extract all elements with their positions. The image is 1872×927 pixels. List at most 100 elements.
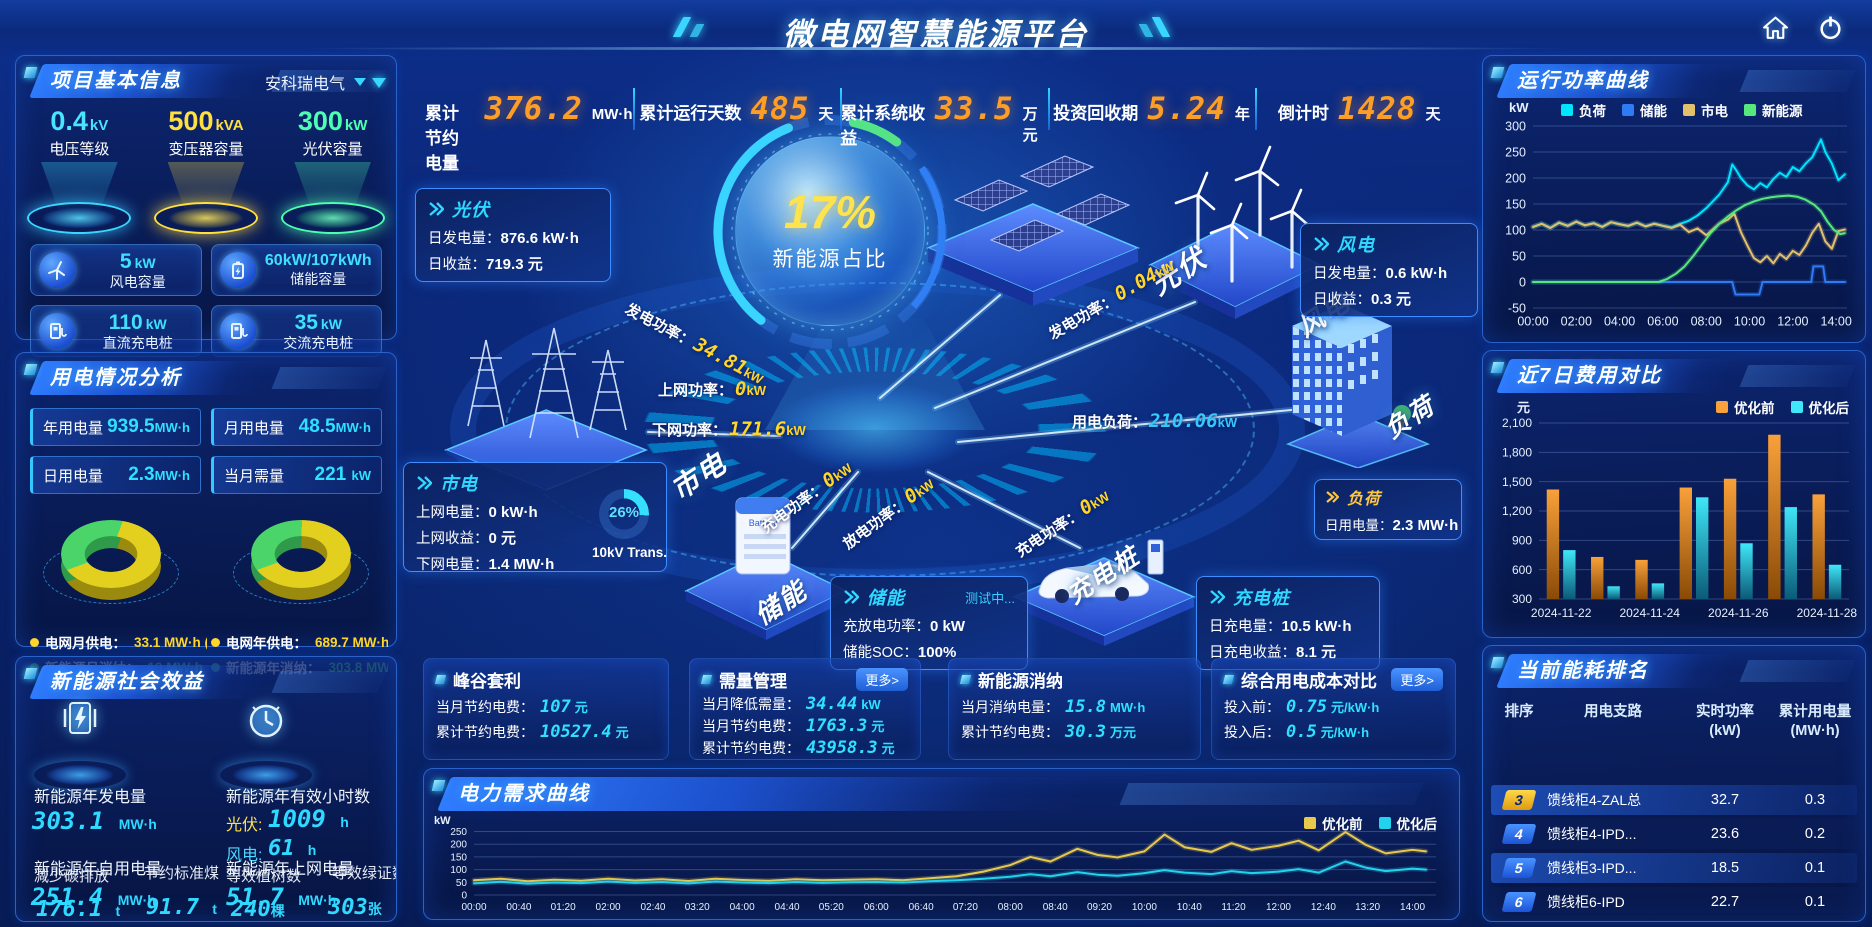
svg-text:2024-11-26: 2024-11-26 xyxy=(1708,606,1769,620)
legend-before-opt[interactable]: 优化前 xyxy=(1304,813,1363,833)
svg-text:1,800: 1,800 xyxy=(1502,446,1532,460)
year-usage-stat: 年用电量 939.5MW·h xyxy=(30,408,201,446)
svg-text:09:20: 09:20 xyxy=(1087,902,1112,913)
kpi-payback: 投资回收期 5.24 年 xyxy=(1047,84,1256,134)
chevron-right-icon xyxy=(428,202,444,216)
cert-label: 等效绿证数 xyxy=(332,865,396,882)
wind-turbine-icon xyxy=(39,251,75,288)
chevron-down-icon xyxy=(354,78,366,86)
svg-text:150: 150 xyxy=(1505,197,1526,211)
demand-curve-chart: 250 200 150 100 50 0 00:00 00:40 01:20 02:00 02:40… xyxy=(438,825,1448,913)
legend-after-opt[interactable]: 优化后 xyxy=(1790,397,1849,417)
cert-value: 303张 xyxy=(328,895,382,920)
power-usage-panel: 用电情况分析 年用电量 939.5MW·h 月用电量 48.5MW·h 日用电量 2.… xyxy=(15,352,397,676)
project-info-title: 项目基本信息 xyxy=(50,70,182,92)
voltage-podium: 0.4 kV 电压等级 xyxy=(19,106,139,234)
self-use-value: 251.4 MW·h xyxy=(31,883,156,911)
svg-text:10:00: 10:00 xyxy=(1132,902,1157,913)
demand-curve-title: 电力需求曲线 xyxy=(458,783,590,805)
svg-text:100: 100 xyxy=(450,865,467,876)
down-grid-power-flow: 下网功率： 171.6kW xyxy=(652,418,806,440)
cost-compare-title: 近7日费用对比 xyxy=(1517,365,1663,387)
svg-text:1,200: 1,200 xyxy=(1502,504,1532,518)
legend-load[interactable]: 负荷 xyxy=(1561,100,1606,120)
chevron-right-icon xyxy=(1325,491,1339,503)
svg-text:02:00: 02:00 xyxy=(596,902,621,913)
month-demand-stat: 当月需量 221 kW xyxy=(211,456,382,494)
clock-gauge-icon xyxy=(249,704,283,738)
legend-before-opt[interactable]: 优化前 xyxy=(1716,397,1775,417)
svg-text:100: 100 xyxy=(1505,223,1526,237)
legend-renewable[interactable]: 新能源 xyxy=(1744,100,1803,120)
ev-charger-icon xyxy=(39,312,75,349)
ev-charger-icon xyxy=(219,312,256,349)
svg-text:900: 900 xyxy=(1512,534,1532,548)
svg-text:08:40: 08:40 xyxy=(1043,902,1068,913)
power-icon[interactable] xyxy=(1817,14,1844,46)
svg-text:04:40: 04:40 xyxy=(775,902,800,913)
collapse-icon[interactable] xyxy=(372,78,386,88)
renewable-share-value: 17% xyxy=(783,186,877,238)
power-curve-title: 运行功率曲线 xyxy=(1517,70,1649,92)
year-supply-donut xyxy=(231,506,371,618)
table-row[interactable]: 4 馈线柜4-IPD... 23.6 0.2 xyxy=(1491,819,1857,849)
svg-text:14:00: 14:00 xyxy=(1400,902,1425,913)
wind-hours-value: 61 h xyxy=(268,836,317,861)
home-icon[interactable] xyxy=(1762,14,1789,46)
legend-grid[interactable]: 市电 xyxy=(1683,100,1728,120)
pv-hours-value: 1009 h xyxy=(268,805,349,833)
demand-legend: 优化前 优化后 xyxy=(1304,813,1437,833)
svg-text:2024-11-22: 2024-11-22 xyxy=(1531,606,1592,620)
svg-text:-50: -50 xyxy=(1508,301,1526,315)
testing-badge: 测试中... xyxy=(965,590,1015,606)
hours-label: 新能源年有效小时数 xyxy=(226,789,371,806)
scene-base-glow xyxy=(740,368,1010,488)
svg-text:00:00: 00:00 xyxy=(1517,315,1548,329)
renewable-benefit-panel: 新能源社会效益 新能源年发电量 303.1 MW·h 新能源年有效小时数 光伏:… xyxy=(15,656,397,922)
demand-more-button[interactable]: 更多> xyxy=(856,668,908,691)
svg-text:12:40: 12:40 xyxy=(1311,902,1336,913)
cost-compare-chart: 2,100 1,800 1,500 1,200 900 600 300 2024-11-22 2… xyxy=(1489,417,1861,629)
svg-text:06:00: 06:00 xyxy=(864,902,889,913)
svg-text:11:20: 11:20 xyxy=(1221,902,1246,913)
cost-more-button[interactable]: 更多> xyxy=(1391,668,1443,691)
table-row[interactable]: 3 馈线柜4-ZAL总 32.7 0.3 xyxy=(1491,785,1857,815)
svg-text:2,100: 2,100 xyxy=(1502,417,1532,430)
company-select[interactable]: 安科瑞电气 xyxy=(265,70,366,94)
svg-text:2024-11-24: 2024-11-24 xyxy=(1619,606,1680,620)
ac-charger-card: 35 kW 交流充电桩 xyxy=(210,304,382,357)
table-row[interactable]: 5 馈线柜3-IPD... 18.5 0.1 xyxy=(1491,853,1857,883)
legend-after-opt[interactable]: 优化后 xyxy=(1378,813,1437,833)
legend-grid-year: 电网年供电：689.7 MW·h (69%) xyxy=(211,632,388,652)
svg-text:03:20: 03:20 xyxy=(685,902,710,913)
svg-text:08:00: 08:00 xyxy=(998,902,1023,913)
svg-text:1,500: 1,500 xyxy=(1502,475,1532,489)
svg-text:00:40: 00:40 xyxy=(506,902,531,913)
svg-text:10:40: 10:40 xyxy=(1177,902,1202,913)
day-usage-stat: 日用电量 2.3MW·h xyxy=(30,456,201,494)
chevron-right-icon xyxy=(843,590,859,604)
renewable-benefit-title: 新能源社会效益 xyxy=(50,671,204,693)
svg-text:50: 50 xyxy=(456,878,468,889)
tree-label: 等效植树数 xyxy=(226,868,302,885)
demand-mgmt-card: 需量管理 更多> 当月降低需量： 34.44 kW 当月节约电费： 1763.3 元 累计… xyxy=(689,658,921,760)
table-row[interactable]: 6 馈线柜6-IPD 22.7 0.1 xyxy=(1491,887,1857,913)
demand-curve-panel: 电力需求曲线 kW 优化前 优化后 250 200 150 100 50 0 00:00 00… xyxy=(423,768,1460,920)
chevron-right-icon xyxy=(1209,590,1225,604)
month-usage-stat: 月用电量 48.5MW·h xyxy=(211,408,382,446)
legend-storage[interactable]: 储能 xyxy=(1622,100,1667,120)
power-y-axis-unit: kW xyxy=(1509,100,1529,115)
energy-ranking-panel: 当前能耗排名 排序 用电支路 实时功率 (kW) 累计用电量 (MW·h) 3 馈线柜4… xyxy=(1482,645,1866,922)
chevron-right-icon xyxy=(416,476,432,490)
cost-compare-card: 综合用电成本对比 更多> 投入前： 0.75 元/kW·h 投入后： 0.5 元/kW·h xyxy=(1211,658,1456,760)
month-supply-donut xyxy=(41,506,181,618)
rank-badge: 5 xyxy=(1501,858,1537,878)
kpi-run-days: 累计运行天数 485 天 xyxy=(632,84,841,134)
to-grid-label: 新能源年上网电量 xyxy=(226,861,355,878)
gen-value: 303.1 MW·h xyxy=(32,807,157,835)
rank-badge: 3 xyxy=(1501,790,1537,810)
svg-text:01:20: 01:20 xyxy=(551,902,576,913)
transformer-podium: 500 kVA 变压器容量 xyxy=(146,106,266,234)
energy-flow-lines xyxy=(645,292,1315,551)
